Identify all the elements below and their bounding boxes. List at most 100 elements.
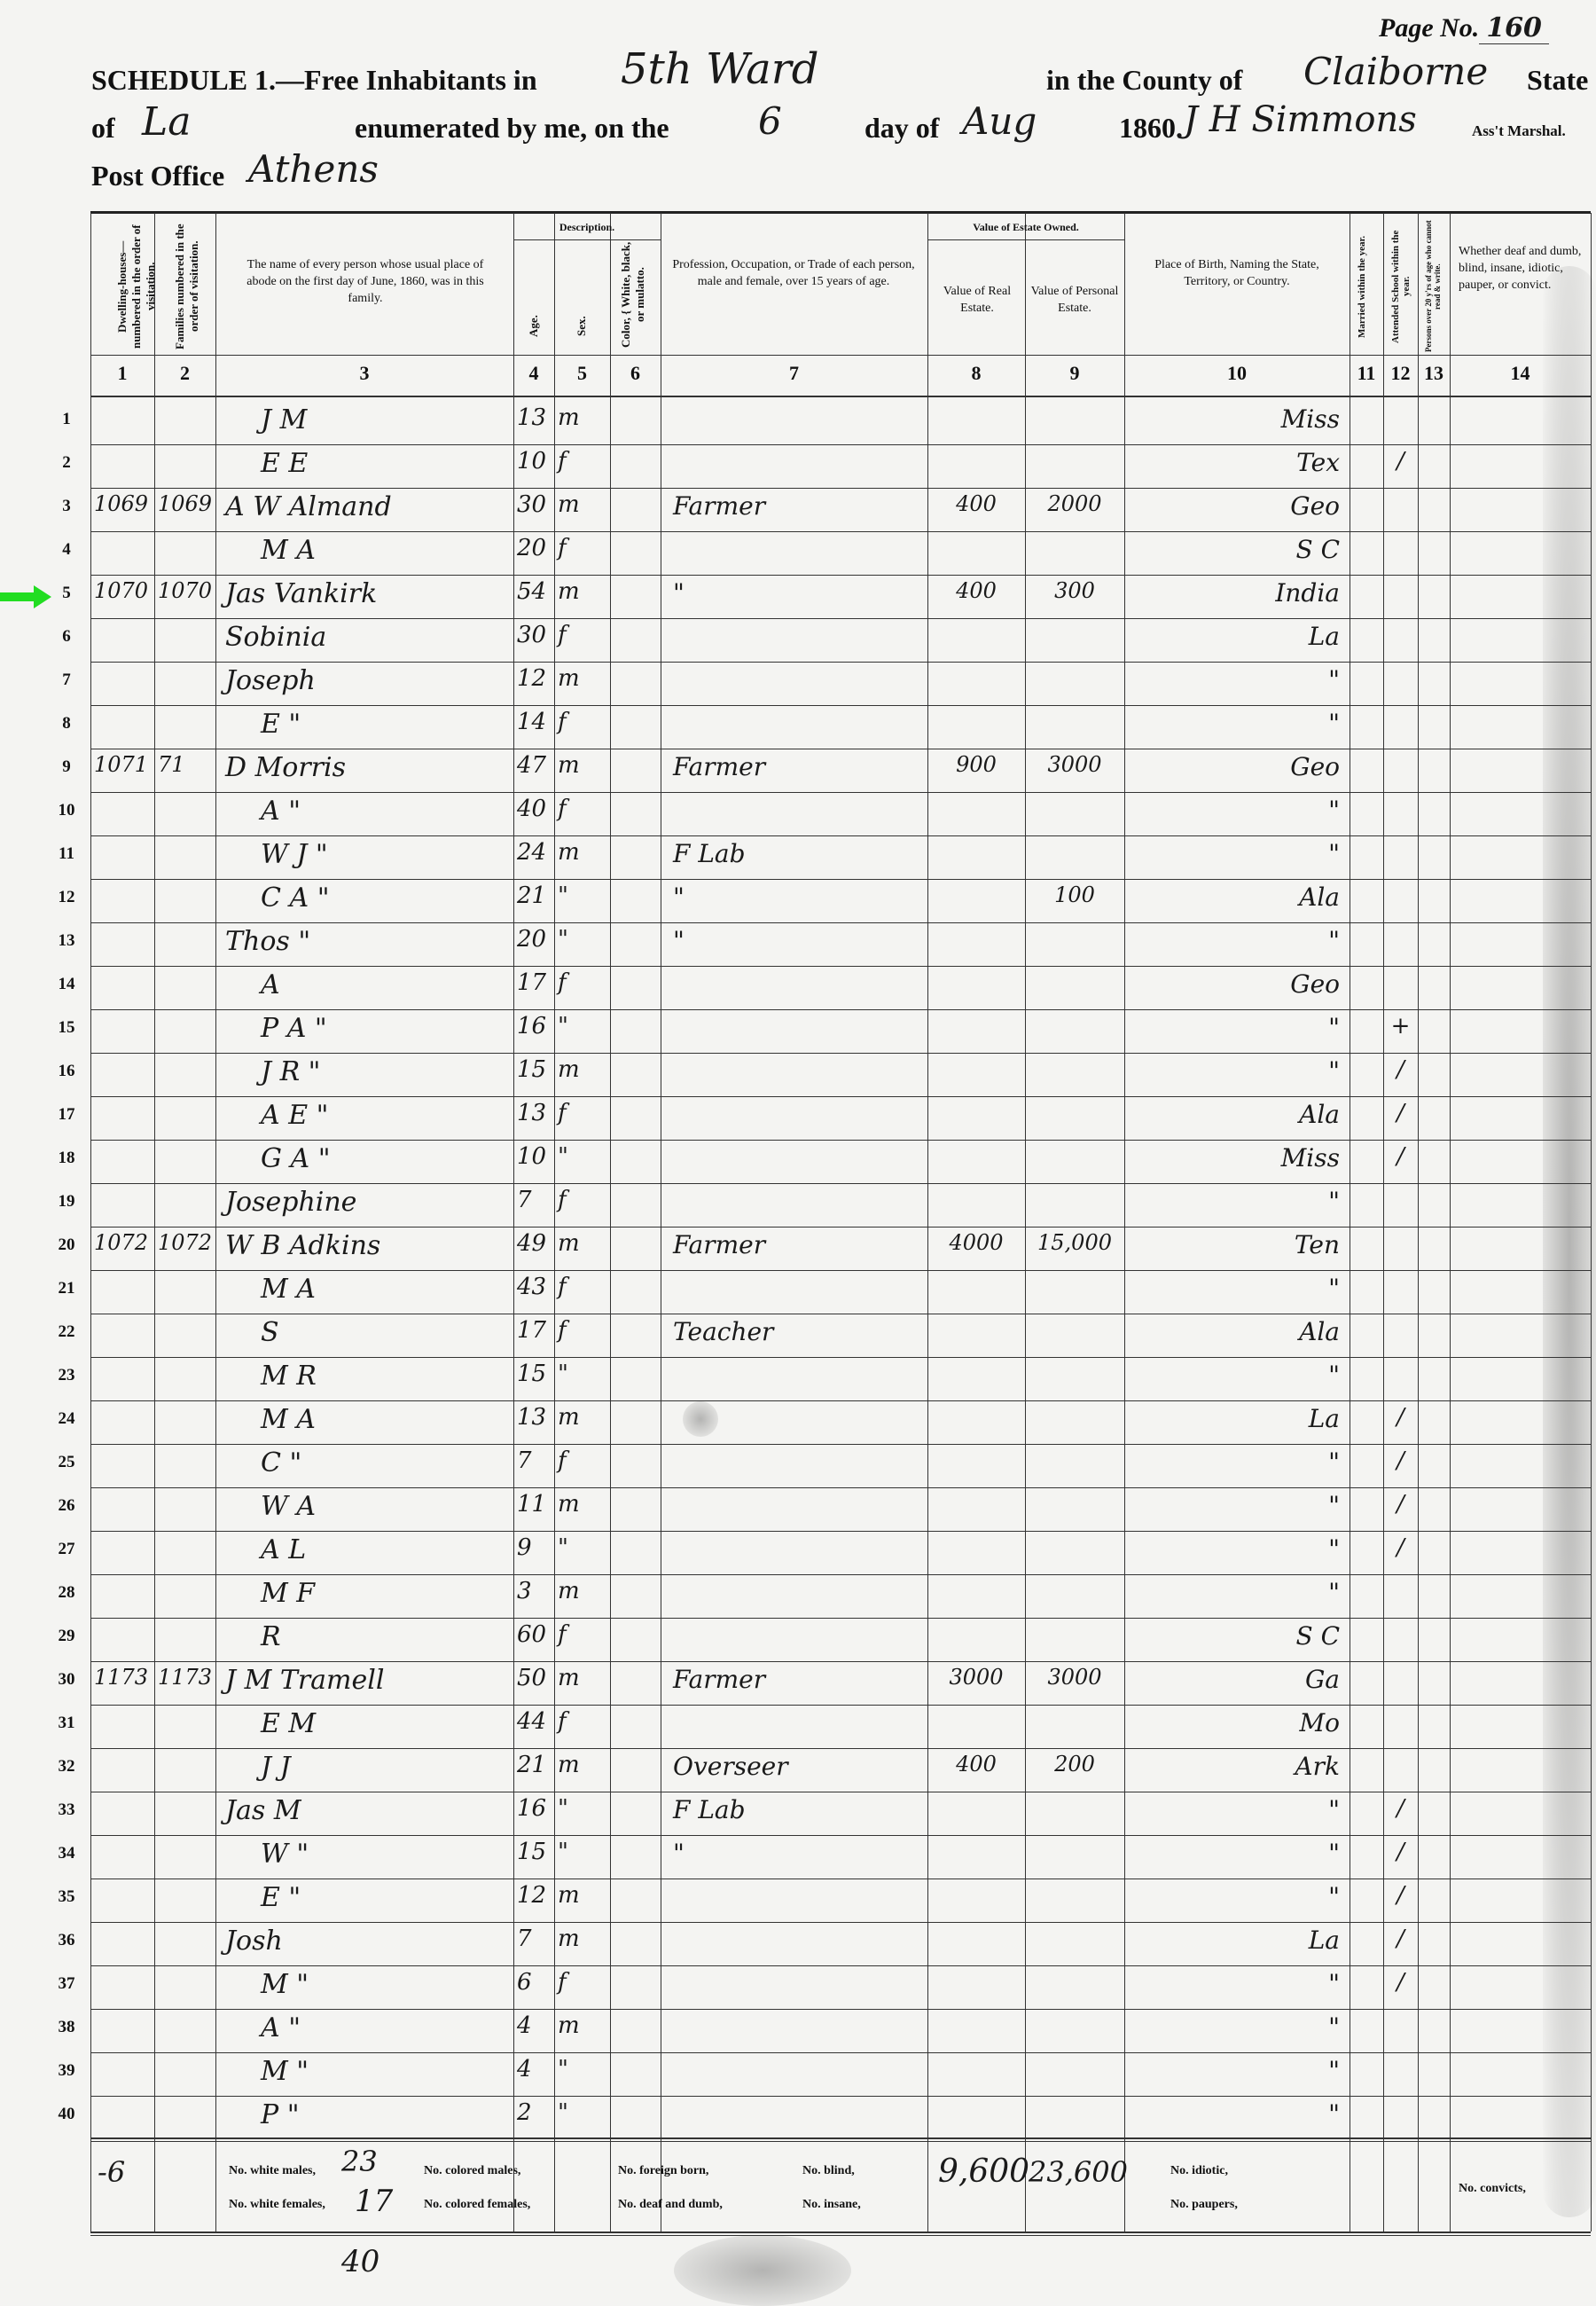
white-females-label: No. white females,: [229, 2198, 325, 2211]
total-persons: 40: [341, 2244, 380, 2279]
place-of-birth: Miss: [1280, 1143, 1340, 1173]
column-number: 10: [1227, 362, 1247, 384]
place-of-birth: Ga: [1304, 1665, 1340, 1694]
age: 49: [517, 1230, 547, 1257]
col2-header: Families numbered in the order of visita…: [173, 224, 200, 349]
place-of-birth: Tex: [1296, 448, 1340, 477]
row-number: 10: [58, 801, 75, 820]
blind-label: No. blind,: [802, 2164, 855, 2177]
column-number: 3: [359, 362, 370, 384]
col7-header: Profession, Occupation, or Trade of each…: [672, 258, 915, 288]
family-number: 1069: [158, 491, 213, 516]
summary-top-border: [90, 2137, 1591, 2139]
personal-estate-value: 100: [1054, 882, 1095, 907]
occupation: F Lab: [673, 839, 746, 868]
column-divider: [1025, 213, 1026, 2231]
column-number: 12: [1390, 362, 1411, 384]
sex: ": [558, 2056, 568, 2082]
white-males-value: 23: [341, 2145, 378, 2178]
personal-estate-value: 15,000: [1037, 1230, 1112, 1255]
place-of-birth: ": [1328, 1882, 1340, 1911]
sex: m: [558, 2012, 580, 2039]
age: 3: [517, 1578, 532, 1604]
age: 4: [517, 2012, 532, 2039]
age: 4: [517, 2056, 532, 2082]
place-of-birth: La: [1308, 1404, 1340, 1433]
sex: ": [558, 1534, 568, 1561]
row-number: 11: [59, 844, 74, 863]
place-of-birth: ": [1328, 2099, 1340, 2129]
dwelling-number: 1173: [94, 1665, 149, 1690]
summary-bottom-border: [90, 2231, 1591, 2233]
column-divider: [215, 213, 216, 2231]
page-label: Page No.: [1379, 13, 1480, 43]
age: 12: [517, 665, 547, 692]
person-name: Jas M: [225, 1795, 301, 1826]
marshal-signature: J H Simmons: [1184, 99, 1417, 140]
row-number: 32: [58, 1757, 75, 1776]
row-number: 37: [58, 1974, 75, 1993]
person-name: E ": [261, 709, 301, 740]
age: 13: [517, 1404, 547, 1431]
row-divider: [90, 1835, 1591, 1836]
col4-header: Age.: [527, 315, 540, 337]
age: 10: [517, 448, 547, 475]
dwelling-number: 1072: [94, 1230, 149, 1255]
row-number: 28: [58, 1583, 75, 1602]
column-divider: [1418, 213, 1419, 2231]
col6-header: Color, { White, black, or mulatto.: [619, 241, 646, 348]
person-name: Sobinia: [225, 622, 327, 653]
header-divider: [90, 355, 1591, 356]
sex: f: [558, 969, 567, 996]
occupation: Farmer: [673, 1230, 766, 1259]
row-number: 5: [62, 584, 71, 602]
row-number: 35: [58, 1887, 75, 1906]
place-of-birth: ": [1328, 1795, 1340, 1824]
row-divider: [90, 2052, 1591, 2053]
age: 16: [517, 1013, 547, 1039]
person-name: M ": [261, 2056, 309, 2087]
age: 6: [517, 1969, 532, 1996]
place-of-birth: ": [1328, 1839, 1340, 1868]
row-divider: [90, 1748, 1591, 1749]
personal-estate-value: 200: [1054, 1752, 1095, 1777]
white-males-label: No. white males,: [229, 2164, 316, 2177]
real-estate-value: 400: [956, 578, 997, 603]
place-of-birth: La: [1308, 622, 1340, 651]
county-label: in the County of: [1046, 64, 1243, 96]
personal-estate-value: 3000: [1047, 1665, 1102, 1690]
summary-bottom-border: [90, 2235, 1591, 2236]
row-number: 36: [58, 1931, 75, 1949]
person-name: E ": [261, 1882, 301, 1913]
sex: f: [558, 1447, 567, 1474]
row-number: 9: [62, 757, 71, 776]
person-name: A L: [261, 1534, 307, 1565]
sex: m: [558, 578, 580, 605]
row-divider: [90, 792, 1591, 793]
column-divider: [1591, 213, 1592, 2231]
person-name: D Morris: [225, 752, 347, 783]
column-divider: [513, 213, 514, 2231]
enumerated-label: enumerated by me, on the: [355, 112, 669, 144]
sex: ": [558, 882, 568, 909]
row-number: 33: [58, 1800, 75, 1819]
attended-school-mark: /: [1396, 1143, 1404, 1170]
person-name: J J: [261, 1752, 291, 1783]
attended-school-mark: /: [1396, 1882, 1404, 1909]
place-of-birth: S C: [1295, 535, 1340, 564]
row-number: 40: [58, 2105, 75, 2123]
age: 21: [517, 1752, 547, 1778]
column-divider: [1450, 213, 1451, 2231]
real-estate-value: 900: [956, 752, 997, 777]
row-divider: [90, 835, 1591, 836]
age: 2: [517, 2099, 532, 2126]
scan-smudge: [674, 2235, 851, 2306]
person-name: M A: [261, 535, 316, 566]
group-header-divider: [513, 239, 661, 240]
sex: ": [558, 1795, 568, 1822]
person-name: J R ": [261, 1056, 321, 1087]
colored-males-label: No. colored males,: [424, 2164, 521, 2177]
person-name: A W Almand: [225, 491, 392, 522]
person-name: W A: [261, 1491, 317, 1522]
age: 44: [517, 1708, 547, 1735]
